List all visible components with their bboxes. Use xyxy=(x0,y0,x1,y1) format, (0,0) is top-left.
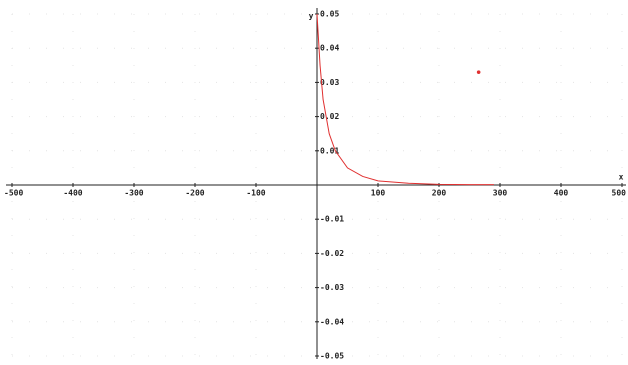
x-tick-label: 200 xyxy=(432,189,447,198)
y-axis-label: y xyxy=(309,12,314,21)
y-tick-label: 0.04 xyxy=(320,44,339,53)
x-tick-label: 300 xyxy=(493,189,508,198)
y-tick-label: 0.03 xyxy=(320,78,339,87)
y-tick-label: 0.05 xyxy=(320,10,339,19)
y-tick-label: -0.01 xyxy=(320,215,344,224)
y-tick-label: -0.05 xyxy=(320,352,344,361)
x-tick-label: 100 xyxy=(371,189,386,198)
y-tick-label: 0.01 xyxy=(320,146,339,155)
curve xyxy=(316,13,494,186)
x-tick-label: -400 xyxy=(63,189,82,198)
y-tick-label: -0.02 xyxy=(320,249,344,258)
y-tick-label: -0.04 xyxy=(320,317,344,326)
x-tick-label: 400 xyxy=(554,189,569,198)
x-tick-label: 500 xyxy=(612,189,627,198)
y-tick-label: -0.03 xyxy=(320,283,344,292)
x-tick-label: -200 xyxy=(185,189,204,198)
x-tick-label: -500 xyxy=(4,189,23,198)
x-tick-label: -100 xyxy=(246,189,265,198)
x-tick-label: -300 xyxy=(124,189,143,198)
point xyxy=(476,70,481,74)
x-axis-label: x xyxy=(619,173,624,182)
y-tick-label: 0.02 xyxy=(320,112,339,121)
